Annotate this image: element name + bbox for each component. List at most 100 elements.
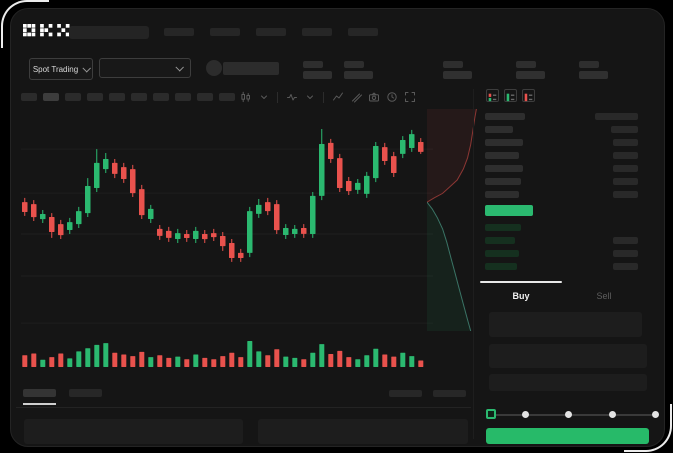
nav-item-placeholder[interactable] bbox=[256, 28, 286, 36]
measure-icon[interactable] bbox=[349, 91, 362, 104]
timeframe-button[interactable] bbox=[21, 93, 37, 101]
toolbar-divider bbox=[277, 91, 278, 103]
orderbook-bid-row[interactable] bbox=[485, 224, 638, 231]
price-bar-placeholder bbox=[485, 178, 521, 185]
order-input-placeholder[interactable] bbox=[489, 374, 647, 391]
price-bar-placeholder bbox=[485, 263, 517, 270]
app-window: Spot Trading Buy Sell bbox=[10, 8, 665, 447]
nav-item-placeholder[interactable] bbox=[348, 28, 378, 36]
book-bids-only-icon[interactable] bbox=[504, 89, 517, 102]
size-bar-placeholder bbox=[613, 250, 638, 257]
orderbook-ask-row[interactable] bbox=[485, 191, 638, 198]
active-tab-indicator bbox=[480, 281, 562, 283]
size-bar-placeholder bbox=[613, 237, 638, 244]
pair-icon bbox=[206, 60, 222, 76]
search-bar-placeholder[interactable] bbox=[69, 26, 149, 39]
nav-item-placeholder[interactable] bbox=[302, 28, 332, 36]
size-bar-placeholder bbox=[613, 191, 638, 198]
section-divider bbox=[16, 407, 471, 408]
nav-item-placeholder[interactable] bbox=[210, 28, 240, 36]
candles-icon[interactable] bbox=[239, 91, 252, 104]
orders-filter-placeholder[interactable] bbox=[389, 390, 422, 397]
last-price-placeholder bbox=[223, 62, 279, 75]
tab-sell-label: Sell bbox=[596, 291, 612, 301]
stat-value-placeholder bbox=[579, 71, 608, 79]
book-combined-icon[interactable] bbox=[486, 89, 499, 102]
orders-tab-placeholder[interactable] bbox=[69, 389, 102, 397]
orderbook-bid-row[interactable] bbox=[485, 237, 638, 244]
tab-sell[interactable]: Sell bbox=[562, 285, 646, 307]
stat-label-placeholder bbox=[443, 61, 463, 68]
slider-stop[interactable] bbox=[609, 411, 616, 418]
order-input-placeholder[interactable] bbox=[489, 312, 642, 337]
timeframe-button[interactable] bbox=[153, 93, 169, 101]
price-bar-placeholder bbox=[485, 152, 519, 159]
orderbook-ask-row[interactable] bbox=[485, 126, 638, 133]
chevron-down-icon bbox=[175, 63, 184, 72]
orderbook-ask-row[interactable] bbox=[485, 165, 638, 172]
orders-panel-placeholder bbox=[24, 419, 243, 444]
market-type-label: Spot Trading bbox=[32, 64, 79, 74]
fullscreen-icon[interactable] bbox=[403, 91, 416, 104]
panel-divider bbox=[473, 89, 474, 439]
size-bar-placeholder bbox=[595, 113, 638, 120]
book-asks-only-icon[interactable] bbox=[522, 89, 535, 102]
orderbook bbox=[485, 113, 638, 276]
timeframe-button[interactable] bbox=[131, 93, 147, 101]
timeframe-button[interactable] bbox=[175, 93, 191, 101]
buy-submit-button[interactable] bbox=[486, 428, 649, 444]
market-stat-placeholder bbox=[443, 61, 472, 79]
timeframe-button[interactable] bbox=[109, 93, 125, 101]
line-icon[interactable] bbox=[331, 91, 344, 104]
price-chart[interactable] bbox=[21, 104, 433, 379]
stat-value-placeholder bbox=[443, 71, 472, 79]
price-bar-placeholder bbox=[485, 237, 515, 244]
timeframe-button[interactable] bbox=[65, 93, 81, 101]
timeframe-button[interactable] bbox=[197, 93, 213, 101]
settings-icon[interactable] bbox=[385, 91, 398, 104]
last-price-indicator[interactable] bbox=[485, 205, 533, 216]
market-stat-placeholder bbox=[516, 61, 545, 79]
top-nav bbox=[164, 28, 378, 36]
slider-stop[interactable] bbox=[652, 411, 659, 418]
chevron-down-icon bbox=[82, 64, 92, 73]
orderbook-bid-row[interactable] bbox=[485, 263, 638, 270]
volume-bars bbox=[22, 341, 424, 367]
nav-item-placeholder[interactable] bbox=[164, 28, 194, 36]
orders-panel-placeholder bbox=[258, 419, 468, 444]
orderbook-ask-row[interactable] bbox=[485, 178, 638, 185]
size-bar-placeholder bbox=[611, 126, 638, 133]
price-bar-placeholder bbox=[485, 139, 523, 146]
timeframe-button[interactable] bbox=[87, 93, 103, 101]
market-type-selector[interactable]: Spot Trading bbox=[29, 58, 93, 80]
stat-value-placeholder bbox=[516, 71, 545, 79]
orders-tab-placeholder[interactable] bbox=[23, 389, 56, 397]
chart-tools bbox=[239, 90, 416, 104]
slider-stop[interactable] bbox=[522, 411, 529, 418]
slider-stop[interactable] bbox=[565, 411, 572, 418]
orderbook-view-toggles bbox=[486, 89, 535, 102]
chevron-down-icon[interactable] bbox=[257, 91, 270, 104]
stat-label-placeholder bbox=[579, 61, 599, 68]
orderbook-ask-row[interactable] bbox=[485, 113, 638, 120]
tab-buy[interactable]: Buy bbox=[480, 285, 562, 307]
timeframe-button[interactable] bbox=[219, 93, 235, 101]
orderbook-ask-row[interactable] bbox=[485, 152, 638, 159]
timeframe-button[interactable] bbox=[43, 93, 59, 101]
orders-filter-placeholder[interactable] bbox=[433, 390, 466, 397]
chevron-down-icon[interactable] bbox=[303, 91, 316, 104]
orderbook-ask-row[interactable] bbox=[485, 139, 638, 146]
camera-icon[interactable] bbox=[367, 91, 380, 104]
size-bar-placeholder bbox=[613, 152, 638, 159]
pair-selector[interactable] bbox=[99, 58, 191, 78]
tab-buy-label: Buy bbox=[512, 291, 530, 301]
okx-logo bbox=[23, 24, 70, 37]
stat-label-placeholder bbox=[303, 61, 323, 68]
price-bar-placeholder bbox=[485, 126, 513, 133]
market-stat-placeholder bbox=[579, 61, 608, 79]
orders-active-tab-indicator bbox=[23, 403, 56, 405]
order-input-placeholder[interactable] bbox=[489, 344, 647, 368]
indicators-icon[interactable] bbox=[285, 91, 298, 104]
amount-slider-handle[interactable] bbox=[486, 409, 496, 419]
orderbook-bid-row[interactable] bbox=[485, 250, 638, 257]
